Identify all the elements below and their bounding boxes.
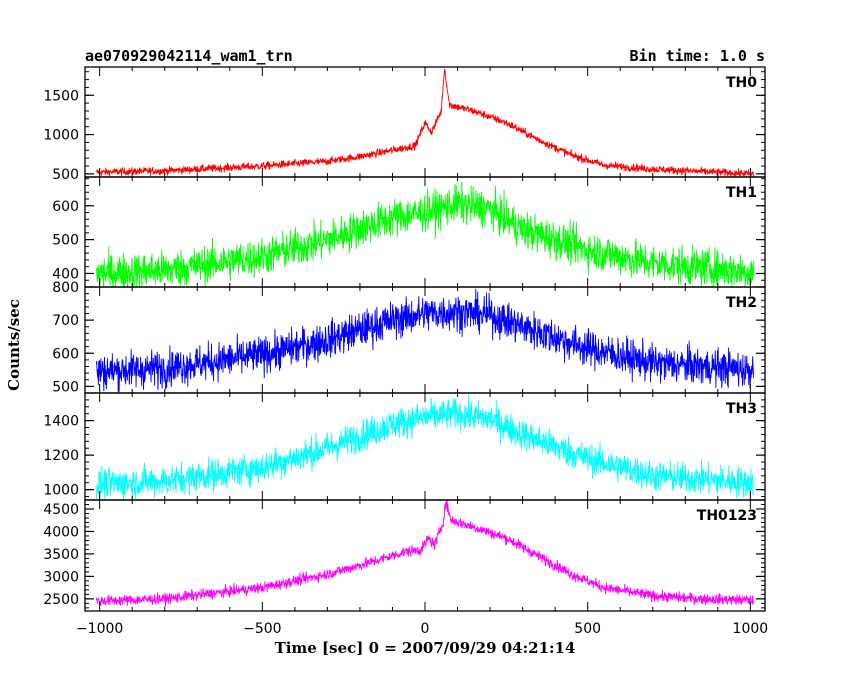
y-tick-label: 3000 bbox=[43, 569, 79, 585]
y-tick-label: 1200 bbox=[43, 448, 79, 464]
y-tick-label: 800 bbox=[52, 280, 79, 296]
x-tick-label: 0 bbox=[421, 621, 430, 637]
y-tick-label: 700 bbox=[52, 313, 79, 329]
x-tick-label: 500 bbox=[574, 621, 601, 637]
y-tick-label: 600 bbox=[52, 346, 79, 362]
series-line-th1 bbox=[95, 181, 755, 287]
y-tick-label: 1000 bbox=[43, 483, 79, 499]
y-tick-label: 500 bbox=[52, 167, 79, 183]
series-label-th3: TH3 bbox=[726, 401, 757, 417]
panel-th2: 500 600 700 800 TH2 bbox=[52, 280, 766, 395]
y-tick-label: 4000 bbox=[43, 524, 79, 540]
series-line-th0 bbox=[95, 68, 755, 177]
x-tick-label: 1000 bbox=[733, 621, 769, 637]
series-label-th0123: TH0123 bbox=[697, 508, 757, 524]
panel-th0123: 2500 3000 3500 4000 4500 TH0123 bbox=[43, 499, 766, 612]
series-label-th2: TH2 bbox=[726, 295, 757, 311]
y-tick-label: 600 bbox=[52, 199, 79, 215]
y-tick-label: 4500 bbox=[43, 502, 79, 518]
y-tick-label: 500 bbox=[52, 379, 79, 395]
y-tick-label: 1400 bbox=[43, 414, 79, 430]
panel-th1: 400 500 600 TH1 bbox=[52, 176, 766, 288]
series-label-th0: TH0 bbox=[726, 75, 757, 91]
x-axis-label: Time [sec] 0 = 2007/09/29 04:21:14 bbox=[275, 639, 576, 657]
series-label-th1: TH1 bbox=[726, 185, 757, 201]
panel-frame bbox=[84, 392, 766, 501]
y-axis-label: Counts/sec bbox=[5, 299, 23, 391]
panel-th3: 1000 1200 1400 TH3 bbox=[43, 392, 766, 501]
x-tick-label: −500 bbox=[243, 621, 281, 637]
panels-group: 500 1000 1500 TH0 400 500 600 TH1 500 600 700 800 TH… bbox=[43, 66, 766, 612]
y-tick-label: 2500 bbox=[43, 592, 79, 608]
y-tick-label: 3500 bbox=[43, 547, 79, 563]
series-line-th0123 bbox=[95, 500, 754, 607]
x-axis: −1000 −500 0 500 1000 bbox=[76, 621, 768, 637]
panel-th0: 500 1000 1500 TH0 bbox=[43, 66, 766, 183]
y-tick-label: 500 bbox=[52, 233, 79, 249]
chart-title: ae070929042114_wam1_trn bbox=[85, 47, 293, 65]
series-line-th3 bbox=[96, 393, 755, 500]
x-tick-label: −1000 bbox=[76, 621, 123, 637]
bin-time-label: Bin time: 1.0 s bbox=[630, 47, 765, 65]
y-tick-label: 1000 bbox=[43, 128, 79, 144]
series-line-th2 bbox=[95, 288, 755, 393]
y-tick-label: 1500 bbox=[43, 88, 79, 104]
y-tick-label: 400 bbox=[52, 266, 79, 282]
